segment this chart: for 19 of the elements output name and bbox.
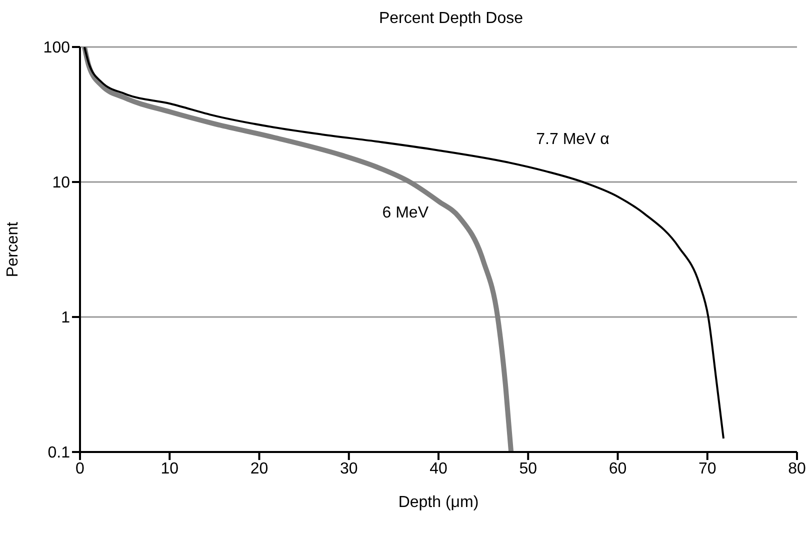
x-tick-label: 60: [608, 460, 627, 478]
x-tick-label: 70: [698, 460, 716, 478]
series-label: 6 MeV: [382, 204, 429, 222]
x-tick-label: 20: [250, 460, 268, 478]
x-tick-label: 50: [519, 460, 538, 478]
chart-title: Percent Depth Dose: [378, 10, 524, 28]
line-series: [83, 47, 725, 440]
x-tick-label: 0: [76, 460, 85, 478]
x-tick-label: 10: [160, 460, 179, 478]
x-axis-title: Depth (μm): [398, 494, 479, 511]
y-tick-label: 100: [43, 40, 70, 57]
y-tick-label: 10: [52, 174, 70, 192]
x-tick-label: 40: [430, 460, 448, 478]
x-tick-label: 30: [340, 460, 358, 478]
y-axis-title: Percent: [4, 221, 22, 278]
y-tick-label: 0.1: [48, 444, 70, 462]
x-tick-label: 80: [788, 460, 806, 478]
y-tick-label: 1: [61, 310, 70, 327]
series-label: 7.7 MeV α: [536, 131, 610, 148]
